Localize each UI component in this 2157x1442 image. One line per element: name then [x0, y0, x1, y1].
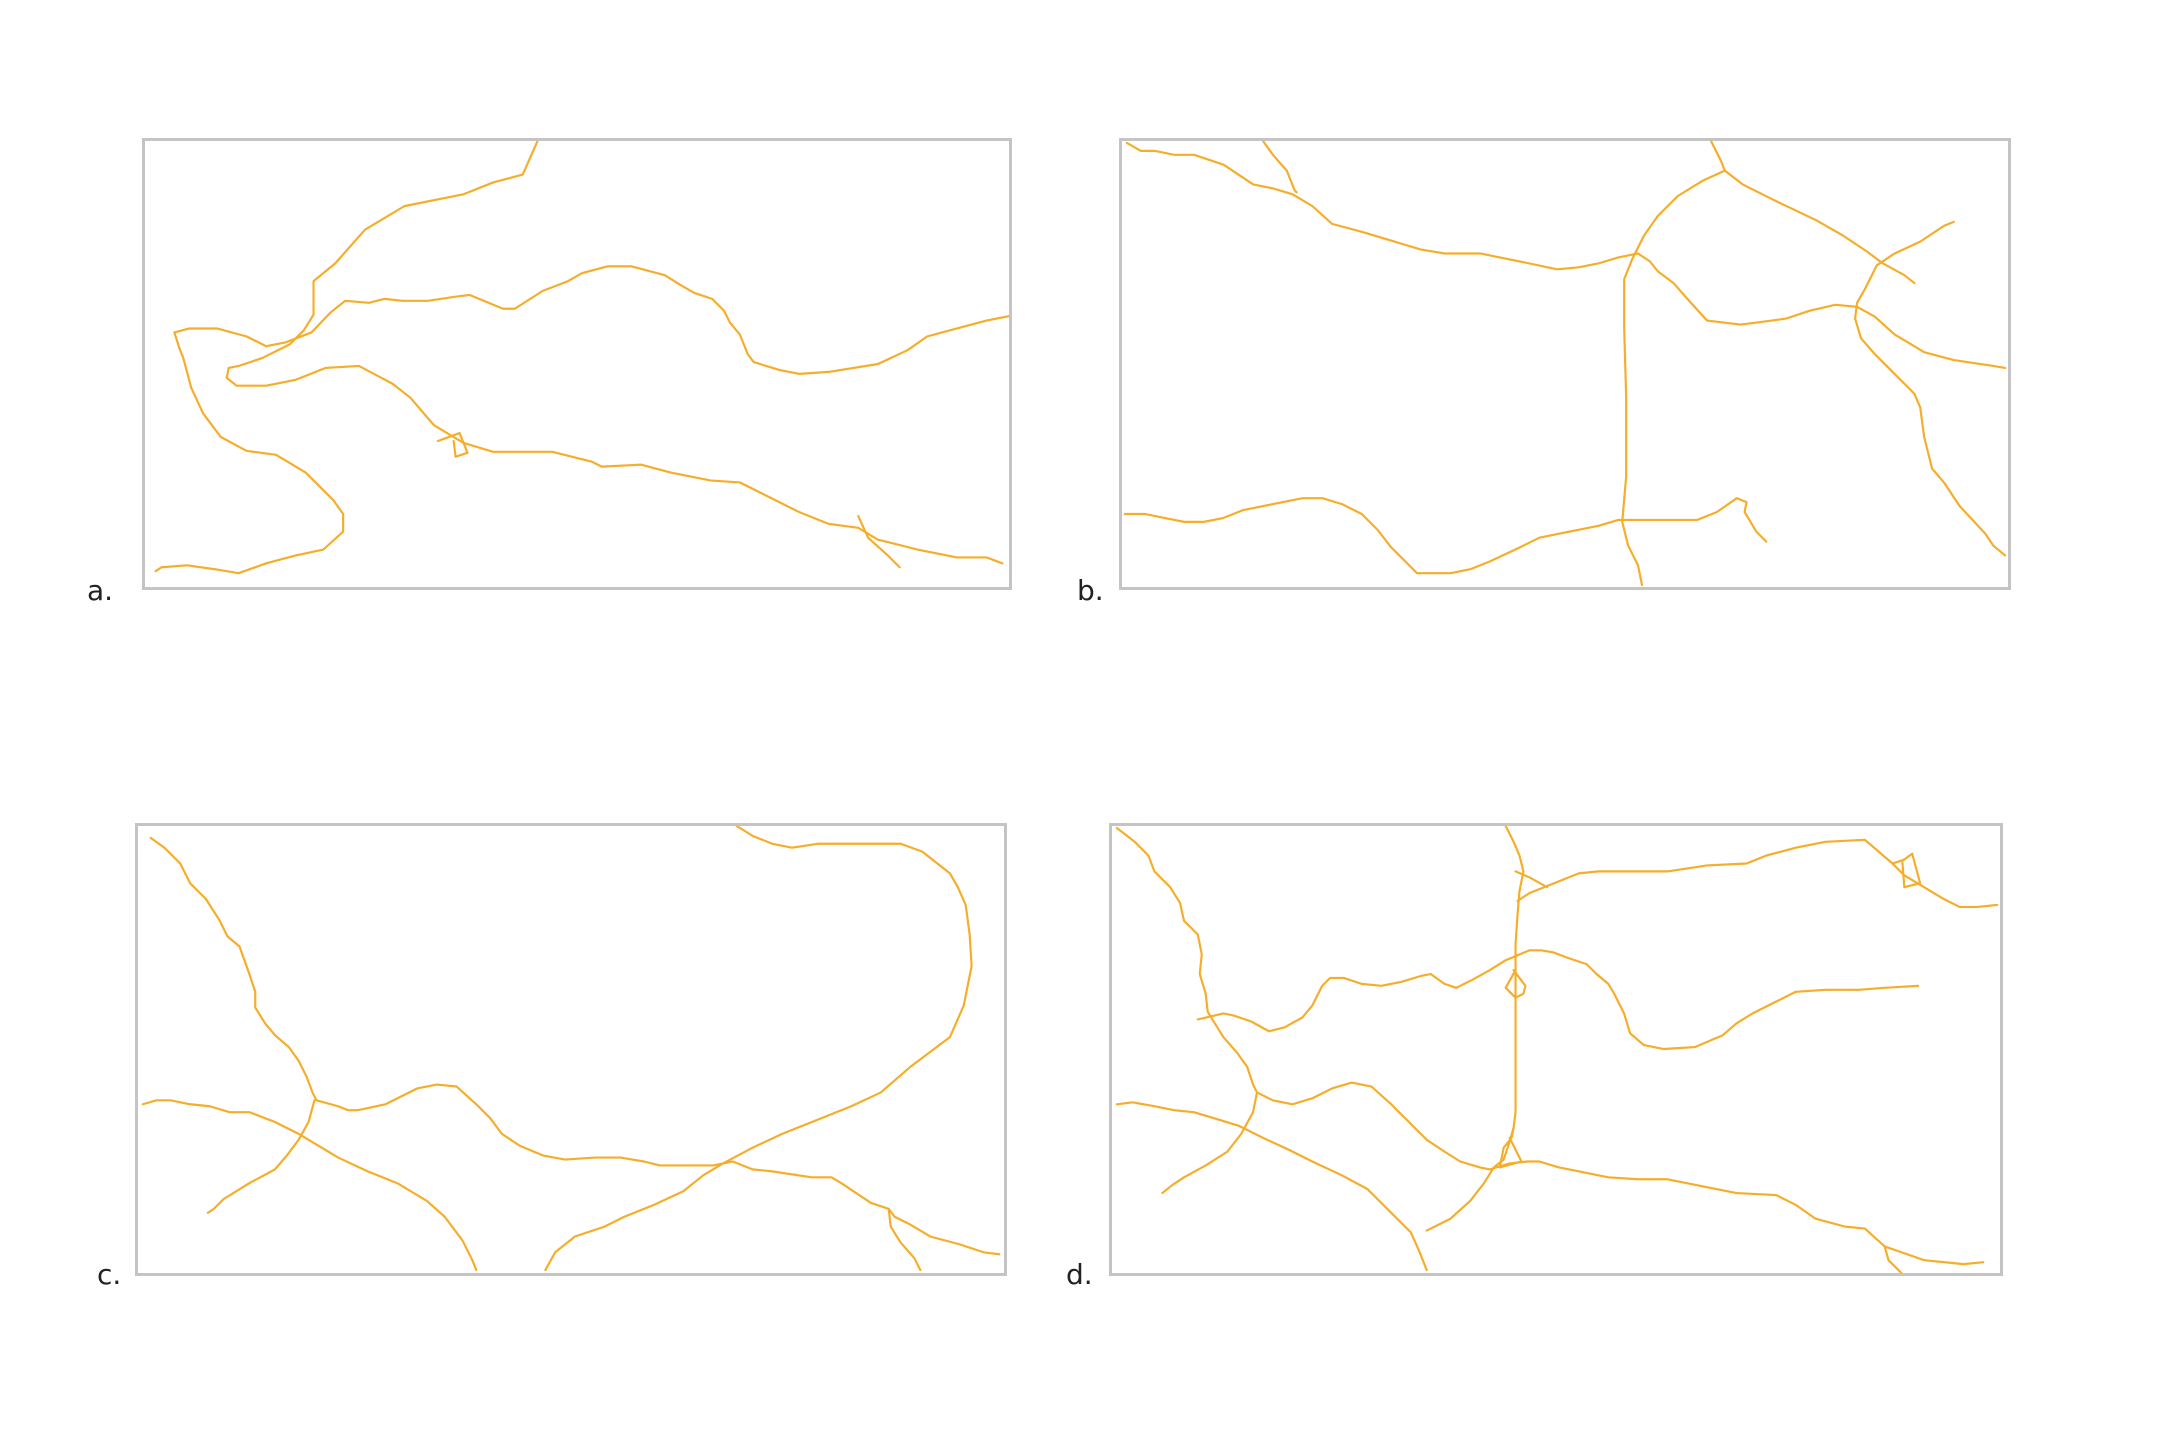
panel-d-roads	[1115, 826, 1999, 1273]
road-a-3	[154, 331, 345, 575]
road-b-4	[1621, 169, 1726, 587]
panel-c-roads	[141, 826, 1001, 1272]
road-a-4	[173, 265, 1009, 375]
road-d-3	[1161, 1091, 1259, 1195]
road-d-5	[1425, 826, 1525, 1232]
road-a-1	[225, 141, 1004, 565]
road-d-10	[1498, 1126, 1523, 1169]
road-c-5	[887, 1207, 922, 1272]
road-a-5	[436, 431, 469, 458]
panel-a-label: a.	[87, 574, 114, 607]
road-d-4	[1115, 1101, 1428, 1272]
panel-b-road-network	[1119, 138, 2011, 590]
road-b-5	[1854, 220, 2007, 557]
road-d-1	[1115, 826, 1259, 1094]
road-a-2	[857, 514, 901, 569]
road-c-4	[544, 826, 973, 1272]
panel-b-roads	[1123, 141, 2007, 587]
road-b-3	[1709, 141, 1916, 285]
panel-d-label: d.	[1066, 1258, 1093, 1291]
panel-b-label: b.	[1077, 574, 1104, 607]
road-d-11	[1891, 852, 1922, 889]
panel-c-road-network	[135, 823, 1007, 1276]
panel-d-road-network	[1109, 823, 2003, 1276]
road-c-2	[206, 1099, 316, 1214]
road-c-3	[141, 1099, 478, 1272]
road-d-12	[1883, 1245, 1903, 1273]
road-d-9	[1504, 968, 1527, 999]
panel-c-label: c.	[97, 1258, 122, 1291]
road-d-8	[1514, 870, 1549, 889]
panel-a-road-network	[142, 138, 1012, 590]
road-d-7	[1516, 838, 1999, 908]
road-b-2	[1261, 141, 1298, 194]
road-b-1	[1125, 141, 2007, 370]
road-d-2	[1255, 1081, 1985, 1266]
road-c-1	[149, 836, 1001, 1256]
panel-a-roads	[154, 141, 1009, 575]
road-d-6	[1196, 949, 1920, 1051]
road-b-6	[1123, 497, 1768, 575]
